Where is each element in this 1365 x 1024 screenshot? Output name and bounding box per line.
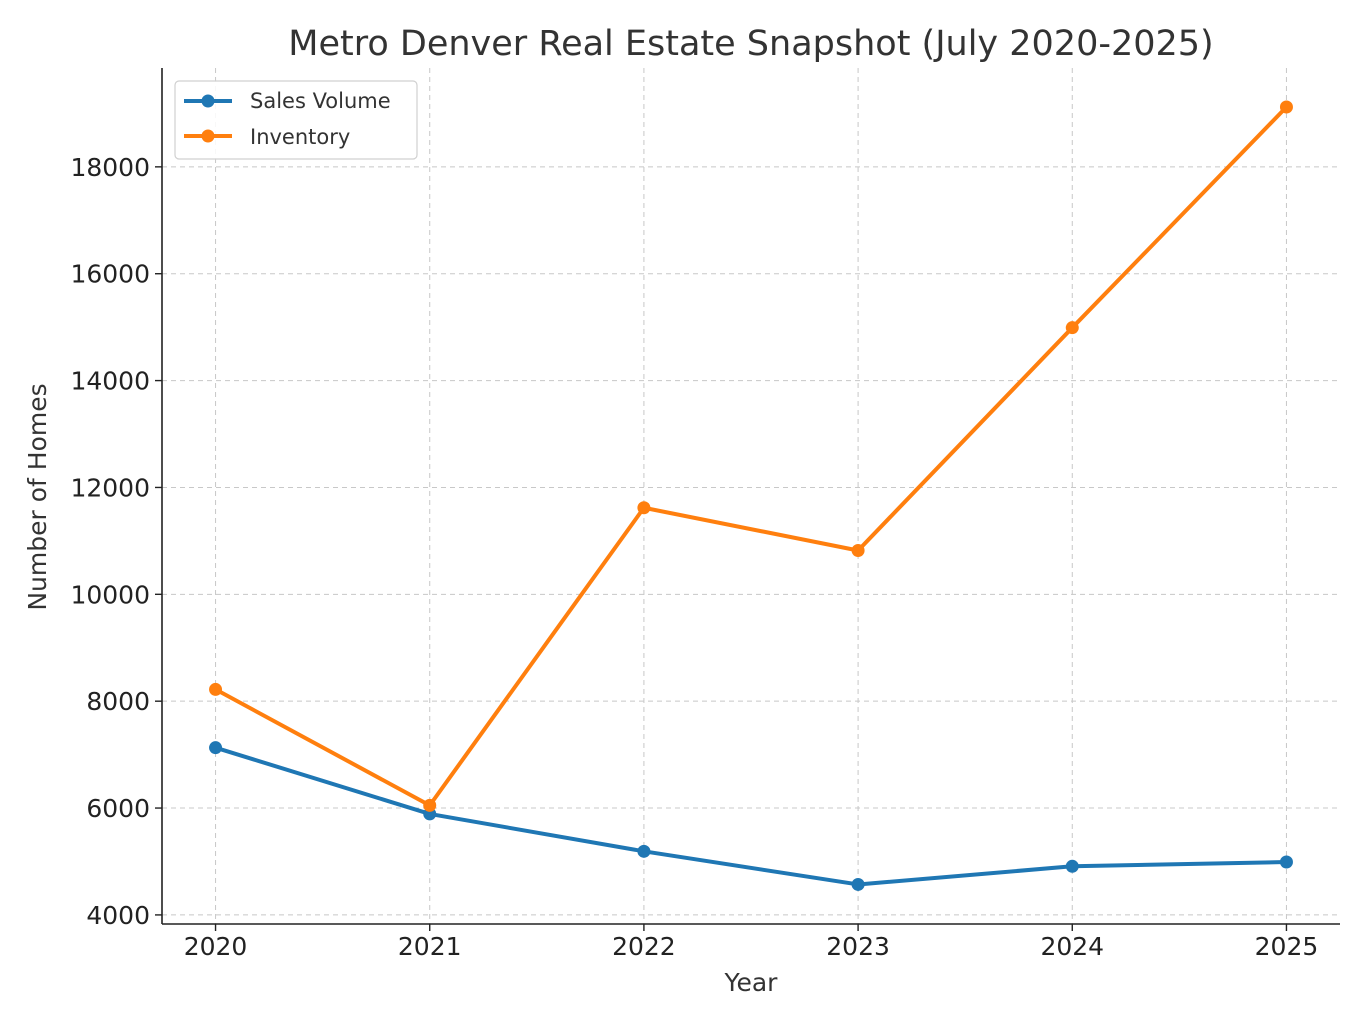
legend-label: Inventory <box>250 125 350 149</box>
y-tick-label: 12000 <box>70 473 150 502</box>
y-axis-label: Number of Homes <box>23 383 52 610</box>
x-tick-label: 2023 <box>826 932 890 961</box>
x-tick-label: 2022 <box>612 932 676 961</box>
series-line-sales-volume <box>213 745 1289 887</box>
x-tick-label: 2021 <box>398 932 462 961</box>
data-point-inventory <box>851 544 865 558</box>
legend: Sales Volume Inventory <box>174 80 418 160</box>
series-sales-volume <box>209 741 1293 891</box>
y-tick-label: 18000 <box>70 153 150 182</box>
x-axis-label: Year <box>724 968 779 997</box>
data-point-inventory <box>209 682 223 696</box>
data-point-inventory <box>637 501 651 515</box>
y-tick-label: 14000 <box>70 367 150 396</box>
legend-entry-inventory: Inventory <box>184 125 350 149</box>
y-tick-label: 6000 <box>86 794 150 823</box>
legend-swatch-marker <box>201 129 215 143</box>
chart-title: Metro Denver Real Estate Snapshot (July … <box>288 24 1213 64</box>
data-point-inventory <box>423 798 437 812</box>
data-point-sales-volume <box>209 741 223 755</box>
legend-entry-sales-volume: Sales Volume <box>184 89 391 113</box>
y-tick-label: 4000 <box>86 901 150 930</box>
data-point-sales-volume <box>637 844 651 858</box>
grid <box>162 68 1340 924</box>
data-point-inventory <box>1065 321 1079 335</box>
y-tick-label: 16000 <box>70 260 150 289</box>
x-tick-label: 2024 <box>1040 932 1104 961</box>
axes: 2020 2021 2022 2023 2024 2025 4000 6000 8000 1000… <box>70 68 1340 961</box>
legend-box <box>174 80 418 160</box>
data-point-sales-volume <box>851 877 865 891</box>
legend-swatch-marker <box>201 94 215 108</box>
data-point-sales-volume <box>1279 855 1293 869</box>
series-inventory <box>209 100 1293 812</box>
data-point-inventory <box>1279 100 1293 114</box>
data-point-sales-volume <box>1065 859 1079 873</box>
series-layer <box>209 100 1293 891</box>
series-line-inventory <box>213 105 1289 808</box>
legend-label: Sales Volume <box>250 89 391 113</box>
labels: Metro Denver Real Estate Snapshot (July … <box>23 24 1214 997</box>
x-tick-label: 2025 <box>1255 932 1319 961</box>
y-tick-label: 8000 <box>86 687 150 716</box>
y-tick-label: 10000 <box>70 580 150 609</box>
x-tick-label: 2020 <box>184 932 248 961</box>
